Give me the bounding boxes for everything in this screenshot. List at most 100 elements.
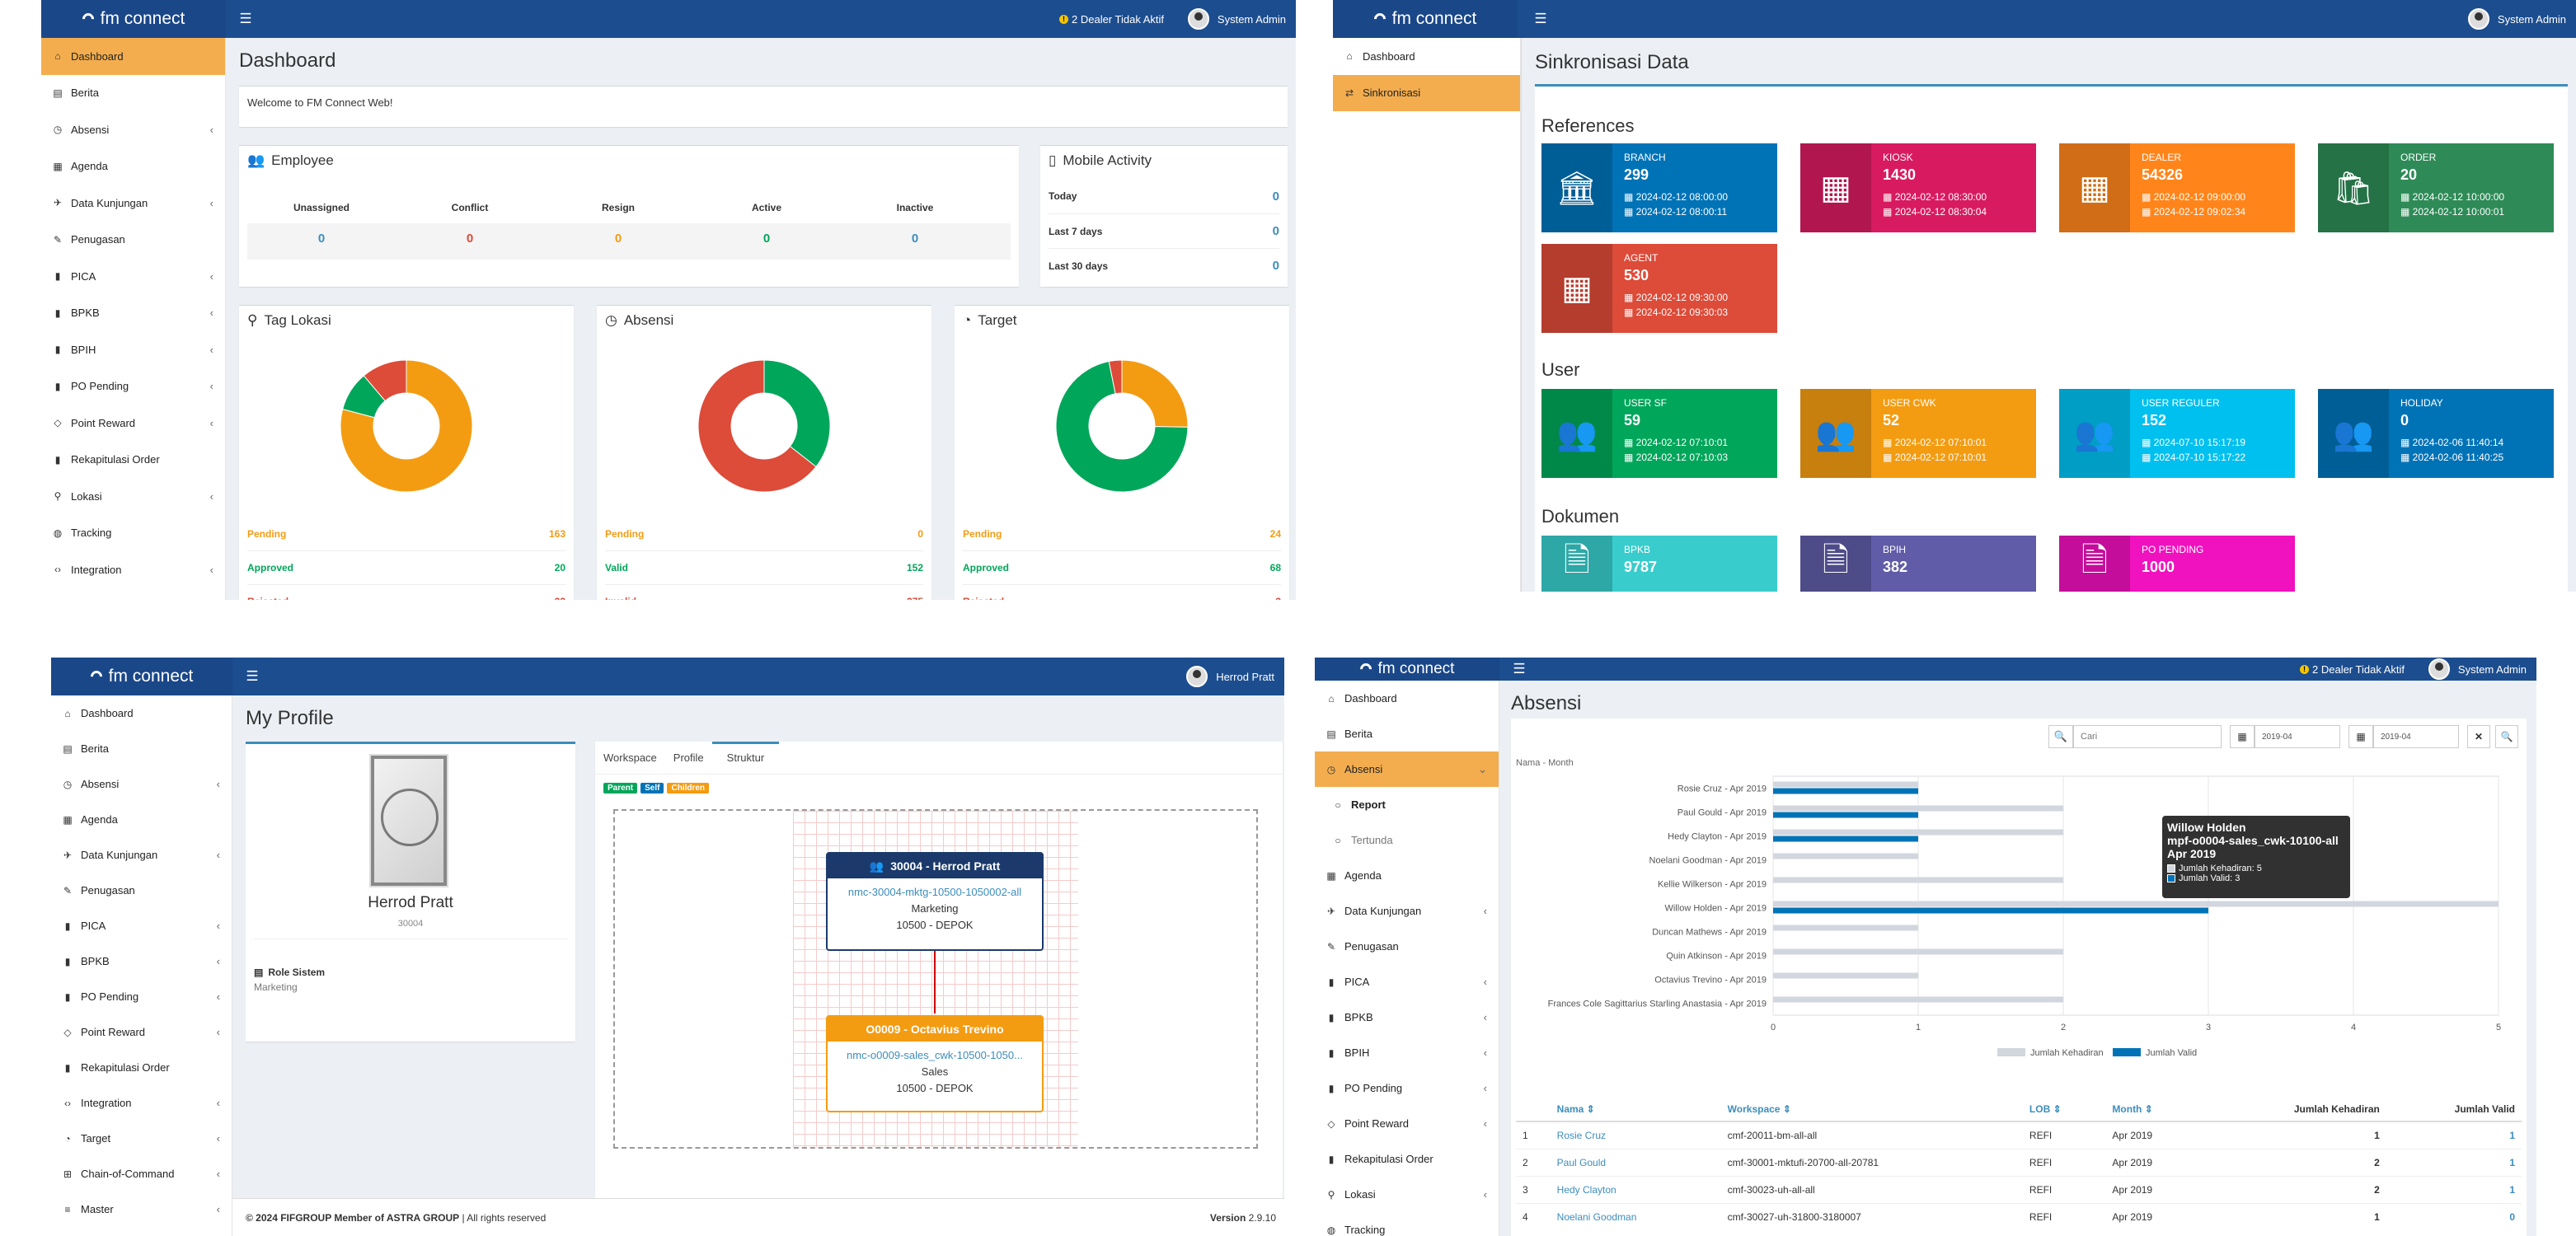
user-menu[interactable]: System Admin <box>2428 658 2527 681</box>
donut-slice-pending[interactable] <box>340 359 473 493</box>
sidebar-item-target[interactable]: ◔ Target ‹ <box>51 1121 232 1156</box>
sidebar-item-data-kunjungan[interactable]: ✈ Data Kunjungan ‹ <box>41 185 225 222</box>
sidebar-item-dashboard[interactable]: ⌂ Dashboard <box>41 38 225 75</box>
sidebar-item-point-reward[interactable]: ◇ Point Reward ‹ <box>1315 1106 1499 1141</box>
sidebar-item-penugasan[interactable]: ✎ Penugasan <box>51 873 232 908</box>
sidebar-item-bpkb[interactable]: ▮ BPKB ‹ <box>41 295 225 332</box>
user-menu[interactable]: System Admin <box>2467 0 2566 38</box>
sidebar-item-penugasan[interactable]: ✎ Penugasan <box>1315 929 1499 964</box>
column-header-lob[interactable]: LOB ⇕ <box>2022 1098 2106 1122</box>
sidebar-item-bpih[interactable]: ▮ BPIH ‹ <box>1315 1035 1499 1070</box>
donut-slice-pending[interactable] <box>1121 359 1189 428</box>
menu-toggle-icon[interactable]: ☰ <box>1534 11 1547 26</box>
donut-slice-rejected[interactable] <box>1108 359 1123 395</box>
node-workspace[interactable]: nmc-o0009-sales_cwk-10500-1050... <box>847 1049 1023 1061</box>
menu-toggle-icon[interactable]: ☰ <box>246 668 259 684</box>
sidebar-item-tracking[interactable]: ◍ Tracking <box>1315 1212 1499 1236</box>
sidebar-item-lokasi[interactable]: ⚲ Lokasi ‹ <box>41 478 225 515</box>
sidebar-item-master[interactable]: ≡ Master ‹ <box>51 1192 232 1227</box>
sync-tile-kiosk[interactable]: ▦ KIOSK 1430 ▦ 2024-02-12 08:30:00 ▦ 2024-02… <box>1800 143 2036 232</box>
sync-tile-holiday[interactable]: 👥 HOLIDAY 0 ▦ 2024-02-06 11:40:14 ▦ 2024-02-… <box>2318 389 2554 478</box>
node-workspace[interactable]: nmc-30004-mktg-10500-1050002-all <box>847 886 1022 898</box>
sync-tile-user-reguler[interactable]: 👥 USER REGULER 152 ▦ 2024-07-10 15:17:19 ▦ 2… <box>2059 389 2295 478</box>
mobile-activity-value[interactable]: 0 <box>1272 224 1279 238</box>
search-input[interactable] <box>2073 725 2222 748</box>
sidebar-item-integration[interactable]: ‹› Integration ‹ <box>41 551 225 588</box>
bar-jumlah-valid[interactable] <box>1773 836 1918 842</box>
date-to-input[interactable]: 2019-04 <box>2373 725 2459 748</box>
tab-struktur[interactable]: Struktur <box>711 742 780 771</box>
donut-slice-invalid[interactable] <box>697 359 817 493</box>
menu-toggle-icon[interactable]: ☰ <box>239 11 252 26</box>
donut-slice-approved[interactable] <box>1055 360 1189 493</box>
mobile-activity-value[interactable]: 0 <box>1272 189 1279 204</box>
bar-jumlah-kehadiran[interactable] <box>1773 805 2063 812</box>
bar-jumlah-kehadiran[interactable] <box>1773 829 2063 836</box>
table-cell[interactable]: 0 <box>2386 1203 2522 1230</box>
brand-logo[interactable]: fm connect <box>51 658 232 695</box>
sidebar-item-penugasan[interactable]: ✎ Penugasan <box>41 222 225 259</box>
sidebar-item-point-reward[interactable]: ◇ Point Reward ‹ <box>51 1014 232 1050</box>
sidebar-item-berita[interactable]: ▤ Berita <box>51 731 232 766</box>
sidebar-item-dashboard[interactable]: ⌂ Dashboard <box>1315 681 1499 716</box>
sidebar-item-po-pending[interactable]: ▮ PO Pending ‹ <box>1315 1070 1499 1106</box>
date-from-input[interactable]: 2019-04 <box>2255 725 2340 748</box>
sidebar-item-rekapitulasi-order[interactable]: ▮ Rekapitulasi Order <box>1315 1141 1499 1177</box>
table-cell[interactable]: Paul Gould <box>1550 1149 1721 1177</box>
sidebar-item-rekapitulasi-order[interactable]: ▮ Rekapitulasi Order <box>51 1050 232 1085</box>
sidebar-item-po-pending[interactable]: ▮ PO Pending ‹ <box>41 368 225 405</box>
employee-count[interactable]: 0 <box>911 232 919 246</box>
sidebar-item-data-kunjungan[interactable]: ✈ Data Kunjungan ‹ <box>1315 893 1499 929</box>
bar-jumlah-kehadiran[interactable] <box>1773 996 2063 1003</box>
sidebar-item-dashboard[interactable]: ⌂ Dashboard <box>51 695 232 731</box>
column-header-workspace[interactable]: Workspace ⇕ <box>1720 1098 2023 1122</box>
notification[interactable]: ! 2 Dealer Tidak Aktif <box>1059 0 1164 38</box>
table-cell[interactable]: 1 <box>2386 1149 2522 1177</box>
sidebar-item-absensi[interactable]: ◷ Absensi ‹ <box>51 766 232 802</box>
menu-toggle-icon[interactable]: ☰ <box>1513 661 1526 677</box>
sidebar-item-agenda[interactable]: ▦ Agenda <box>1315 858 1499 893</box>
bar-jumlah-valid[interactable] <box>1773 812 1918 818</box>
sidebar-item-po-pending[interactable]: ▮ PO Pending ‹ <box>51 979 232 1014</box>
employee-count[interactable]: 0 <box>317 232 326 246</box>
bar-jumlah-kehadiran[interactable] <box>1773 972 1918 979</box>
employee-count[interactable]: 0 <box>762 232 771 246</box>
tab-workspace[interactable]: Workspace <box>603 751 657 764</box>
mobile-activity-value[interactable]: 0 <box>1272 259 1279 273</box>
sync-tile-bpkb[interactable]: 🗎 BPKB 9787 <box>1541 536 1777 592</box>
table-cell[interactable]: 1 <box>2386 1121 2522 1149</box>
notification[interactable]: ! 2 Dealer Tidak Aktif <box>2300 658 2405 681</box>
sync-tile-agent[interactable]: ▦ AGENT 530 ▦ 2024-02-12 09:30:00 ▦ 2024-02-… <box>1541 244 1777 333</box>
sync-tile-user-sf[interactable]: 👥 USER SF 59 ▦ 2024-02-12 07:10:01 ▦ 2024-02… <box>1541 389 1777 478</box>
sidebar-item-absensi[interactable]: ◷ Absensi ‹ <box>41 111 225 148</box>
user-menu[interactable]: Herrod Pratt <box>1186 658 1274 695</box>
sidebar-item-bpkb[interactable]: ▮ BPKB ‹ <box>51 943 232 979</box>
column-header-nama[interactable]: Nama ⇕ <box>1550 1098 1721 1122</box>
table-cell[interactable]: Hedy Clayton <box>1550 1176 1721 1204</box>
bar-jumlah-valid[interactable] <box>1773 907 2208 914</box>
table-cell[interactable]: Rosie Cruz <box>1550 1121 1721 1149</box>
sidebar-item-bpkb[interactable]: ▮ BPKB ‹ <box>1315 1000 1499 1035</box>
sync-tile-po-pending[interactable]: 🗎 PO PENDING 1000 <box>2059 536 2295 592</box>
column-header-jumlah-valid[interactable]: Jumlah Valid <box>2386 1098 2522 1122</box>
search-button-icon[interactable]: 🔍 <box>2495 725 2518 748</box>
search-icon[interactable]: 🔍 <box>2048 725 2073 748</box>
sidebar-item-agenda[interactable]: ▦ Agenda <box>41 148 225 185</box>
sync-tile-order[interactable]: 🛍 ORDER 20 ▦ 2024-02-12 10:00:00 ▦ 2024-02-1… <box>2318 143 2554 232</box>
donut-slice-rejected[interactable] <box>363 359 407 402</box>
employee-count[interactable]: 0 <box>614 232 622 246</box>
bar-jumlah-kehadiran[interactable] <box>1773 877 2063 883</box>
sync-tile-dealer[interactable]: ▦ DEALER 54326 ▦ 2024-02-12 09:00:00 ▦ 2024-… <box>2059 143 2295 232</box>
sidebar-item-berita[interactable]: ▤ Berita <box>1315 716 1499 751</box>
sidebar-item-report[interactable]: ○ Report <box>1315 787 1499 822</box>
sidebar-item-tertunda[interactable]: ○ Tertunda <box>1315 822 1499 858</box>
sync-tile-user-cwk[interactable]: 👥 USER CWK 52 ▦ 2024-02-12 07:10:01 ▦ 2024-0… <box>1800 389 2036 478</box>
sidebar-item-tracking[interactable]: ◍ Tracking <box>41 515 225 552</box>
clear-icon[interactable]: ✕ <box>2467 725 2490 748</box>
bar-jumlah-kehadiran[interactable] <box>1773 925 1918 931</box>
sidebar-item-agenda[interactable]: ▦ Agenda <box>51 802 232 837</box>
user-menu[interactable]: System Admin <box>1187 0 1286 38</box>
bar-jumlah-kehadiran[interactable] <box>1773 948 2063 955</box>
sidebar-item-rekapitulasi-order[interactable]: ▮ Rekapitulasi Order <box>41 442 225 479</box>
column-header-jumlah-kehadiran[interactable]: Jumlah Kehadiran <box>2204 1098 2386 1122</box>
